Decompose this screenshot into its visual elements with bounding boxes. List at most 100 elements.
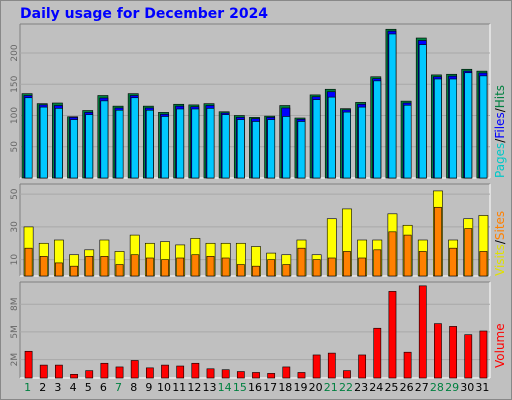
pages-bar [252, 121, 260, 179]
volume-bar [282, 366, 291, 379]
volume-bar [236, 371, 245, 379]
sites-bar [449, 247, 457, 277]
volume-bar [343, 370, 351, 379]
middle-legend-separator: / [493, 239, 507, 244]
day-label: 26 [400, 381, 414, 394]
middle-legend-item: Visits [493, 244, 507, 276]
volume-bar [70, 374, 78, 379]
sites-bar [388, 231, 397, 277]
day-label: 3 [54, 381, 61, 394]
pages-bar [24, 97, 33, 179]
pages-bar [115, 109, 124, 179]
pages-bar [191, 108, 200, 179]
pages-bar [373, 80, 382, 179]
sites-bar [85, 256, 94, 277]
sites-bar [343, 251, 351, 277]
pages-bar [449, 78, 457, 179]
volume-bar [358, 354, 367, 379]
volume-bar [312, 354, 321, 379]
bottom-tick-label: 5M [10, 325, 20, 339]
bottom-tick-label: 2M [10, 353, 20, 367]
volume-bar [221, 369, 230, 379]
volume-bar [100, 362, 109, 379]
day-label: 5 [85, 381, 92, 394]
volume-bar [191, 362, 200, 379]
sites-bar [358, 257, 367, 277]
volume-bar [161, 364, 169, 379]
volume-bar [24, 350, 33, 379]
sites-bar [115, 264, 124, 277]
day-label: 27 [415, 381, 429, 394]
sites-bar [252, 265, 260, 277]
bottom-panel [20, 282, 490, 378]
sites-bar [24, 247, 33, 277]
bottom-tick-label: 8M [10, 298, 20, 312]
volume-bar [464, 334, 473, 379]
top-legend-item: Hits [493, 85, 507, 108]
volume-bar [434, 323, 442, 379]
volume-bar [252, 372, 260, 379]
sites-bar [206, 256, 215, 277]
sites-bar [327, 257, 336, 277]
volume-bar [55, 364, 63, 379]
sites-bar [434, 206, 442, 277]
sites-bar [236, 264, 245, 277]
volume-bar [297, 372, 306, 379]
pages-bar [327, 96, 336, 179]
sites-bar [464, 228, 473, 277]
middle-legend-item: Sites [493, 211, 507, 240]
pages-bar [358, 106, 367, 179]
day-label: 30 [460, 381, 474, 394]
day-label: 25 [384, 381, 398, 394]
volume-bar [267, 373, 276, 379]
sites-bar [297, 247, 306, 277]
day-label: 29 [445, 381, 459, 394]
day-label: 23 [354, 381, 368, 394]
middle-legend: Visits/Sites [493, 211, 507, 276]
sites-bar [161, 259, 169, 277]
day-label: 6 [100, 381, 107, 394]
day-label: 7 [115, 381, 122, 394]
day-label: 12 [187, 381, 201, 394]
bottom-legend-item: Volume [493, 323, 507, 368]
chart-title: Daily usage for December 2024 [20, 6, 269, 22]
top-legend: Pages/Files/Hits [493, 85, 507, 178]
middle-tick-label: 30 [10, 221, 20, 233]
pages-bar [388, 33, 397, 179]
volume-bar [479, 330, 488, 379]
top-legend-separator: / [493, 107, 507, 112]
volume-bar [115, 366, 124, 379]
pages-bar [403, 104, 412, 179]
pages-bar [85, 114, 94, 179]
day-label: 15 [233, 381, 247, 394]
pages-bar [145, 109, 154, 179]
top-legend-item: Pages [493, 143, 507, 178]
volume-bar [388, 291, 397, 379]
day-label: 18 [278, 381, 292, 394]
sites-bar [70, 265, 78, 277]
volume-bar [130, 360, 139, 379]
bottom-legend: Volume [493, 323, 507, 368]
sites-bar [176, 257, 185, 277]
middle-tick-label: 50 [10, 188, 20, 200]
day-label: 4 [70, 381, 77, 394]
sites-bar [373, 249, 382, 277]
sites-bar [39, 256, 48, 277]
top-tick-label: 50 [10, 141, 20, 153]
pages-bar [418, 44, 427, 179]
sites-bar [403, 234, 412, 277]
volume-bar [449, 326, 457, 379]
pages-bar [206, 108, 215, 179]
pages-bar [434, 78, 442, 179]
day-label: 19 [293, 381, 307, 394]
volume-bar [176, 365, 185, 379]
day-label: 16 [248, 381, 262, 394]
pages-bar [55, 108, 63, 179]
day-label: 8 [130, 381, 137, 394]
sites-bar [221, 257, 230, 277]
volume-bar [373, 327, 382, 379]
volume-bar [206, 368, 215, 379]
day-label: 10 [157, 381, 171, 394]
pages-bar [236, 119, 245, 179]
